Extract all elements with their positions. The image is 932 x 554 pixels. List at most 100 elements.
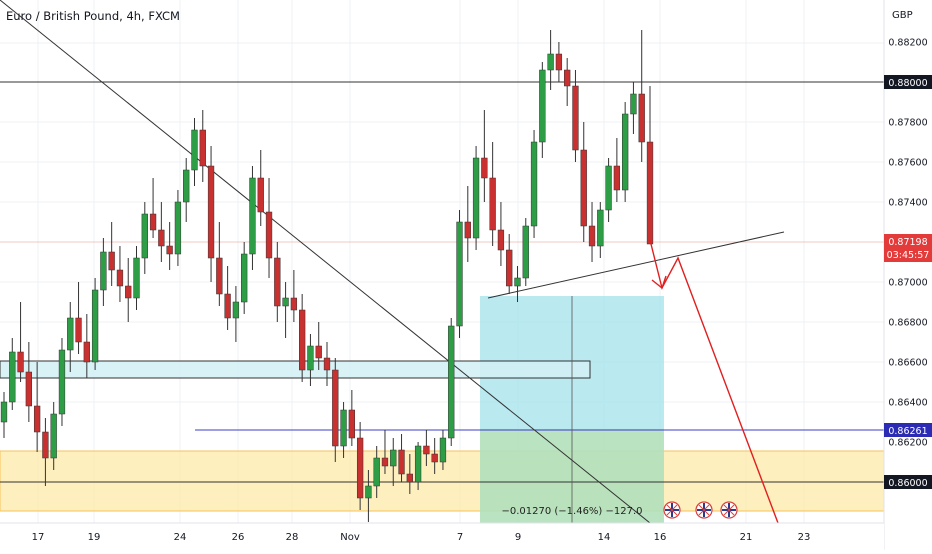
bar-countdown: 03:45:57 bbox=[887, 250, 930, 261]
y-tick-label: 0.86200 bbox=[888, 438, 927, 449]
candle-body-down bbox=[580, 149, 587, 227]
candle-body-up bbox=[133, 257, 140, 299]
price-axis[interactable] bbox=[884, 0, 932, 550]
blue-zone[interactable] bbox=[0, 360, 591, 379]
uk-flag-icon[interactable] bbox=[695, 501, 713, 519]
time-axis[interactable] bbox=[0, 523, 884, 550]
candle-body-up bbox=[232, 301, 240, 319]
y-tick-label: 0.86400 bbox=[888, 398, 927, 409]
candle bbox=[464, 186, 471, 262]
candle bbox=[497, 202, 505, 266]
y-tick-label: 0.86600 bbox=[888, 358, 927, 369]
candle-body-up bbox=[448, 325, 455, 439]
candle bbox=[33, 362, 41, 452]
y-tick-label: 0.87800 bbox=[888, 118, 927, 129]
candle-body-down bbox=[108, 251, 115, 271]
candle bbox=[580, 122, 587, 242]
descending-trendline[interactable] bbox=[0, 0, 651, 524]
candle-body-down bbox=[356, 437, 364, 499]
candle bbox=[572, 70, 579, 162]
candle-body-down bbox=[464, 221, 471, 239]
uk-flag-icon[interactable] bbox=[663, 501, 681, 519]
candles bbox=[0, 30, 654, 522]
candle-body-down bbox=[166, 245, 173, 255]
candle bbox=[232, 286, 240, 342]
candle bbox=[83, 314, 90, 378]
candle-body-up bbox=[514, 277, 521, 287]
candle-body-up bbox=[390, 449, 397, 467]
candle-body-up bbox=[91, 289, 99, 363]
candle bbox=[398, 434, 405, 482]
projection-arrow[interactable] bbox=[649, 239, 779, 524]
candle bbox=[638, 30, 645, 162]
candle-body-up bbox=[307, 345, 314, 371]
candle-body-up bbox=[191, 129, 198, 171]
candle bbox=[290, 270, 298, 322]
candle bbox=[340, 402, 347, 458]
candle bbox=[207, 146, 215, 282]
candle bbox=[365, 470, 372, 522]
candle-body-down bbox=[588, 225, 596, 247]
candle bbox=[307, 334, 314, 386]
candle bbox=[423, 430, 430, 466]
candle bbox=[75, 282, 82, 354]
candle bbox=[191, 118, 198, 186]
candle-body-up bbox=[530, 141, 538, 227]
candle-body-down bbox=[274, 257, 281, 307]
x-tick-labels: 17 19 24 26 28 Nov 7 9 14 16 21 23 bbox=[32, 532, 811, 543]
candle-body-down bbox=[613, 165, 621, 191]
current-price: 0.87198 bbox=[888, 237, 927, 248]
candle bbox=[282, 282, 289, 338]
candle-body-up bbox=[67, 317, 74, 351]
ascending-trendline[interactable] bbox=[487, 231, 785, 299]
x-tick-label: 19 bbox=[88, 532, 101, 543]
current-price-tag bbox=[884, 234, 932, 262]
candle-body-down bbox=[75, 317, 82, 343]
candle bbox=[0, 392, 8, 438]
x-tick-label: 26 bbox=[232, 532, 245, 543]
candle-body-down bbox=[497, 229, 505, 251]
candle-body-down bbox=[481, 157, 488, 179]
support-price-tag bbox=[884, 475, 932, 489]
candle bbox=[448, 318, 455, 446]
candle-body-down bbox=[207, 165, 215, 259]
candle bbox=[116, 246, 124, 302]
candle-body-down bbox=[572, 85, 579, 151]
candle-body-up bbox=[605, 165, 612, 211]
candle bbox=[373, 446, 380, 498]
candle-body-down bbox=[290, 297, 298, 311]
candle bbox=[646, 86, 654, 245]
candle bbox=[174, 190, 182, 266]
candle-body-down bbox=[638, 93, 645, 143]
candle bbox=[265, 178, 273, 278]
candle-body-down bbox=[257, 177, 264, 213]
candle-body-down bbox=[646, 141, 654, 245]
candle bbox=[539, 62, 546, 158]
y-tick-labels: 0.88200 0.87800 0.87600 0.87400 0.87000 0.868… bbox=[888, 38, 927, 449]
candle-body-up bbox=[622, 113, 629, 191]
candle-body-up bbox=[340, 409, 347, 447]
candle bbox=[456, 210, 463, 338]
candle bbox=[141, 202, 148, 274]
candle bbox=[17, 302, 24, 382]
candle-body-down bbox=[25, 371, 32, 407]
candle bbox=[166, 222, 173, 270]
candle bbox=[522, 218, 529, 286]
uk-flag-icon[interactable] bbox=[720, 501, 738, 519]
candle-body-up bbox=[472, 157, 480, 239]
candle bbox=[216, 222, 223, 306]
candle-body-down bbox=[406, 473, 413, 483]
candle bbox=[630, 82, 637, 134]
x-tick-label: 21 bbox=[740, 532, 753, 543]
x-tick-label: Nov bbox=[340, 532, 360, 543]
candle-body-down bbox=[381, 457, 389, 467]
candle-body-down bbox=[506, 249, 513, 287]
candle-body-up bbox=[0, 401, 8, 423]
candle-body-down bbox=[489, 177, 496, 231]
candle-body-down bbox=[348, 409, 355, 439]
candle bbox=[588, 202, 596, 262]
candle bbox=[564, 58, 571, 106]
candle-body-up bbox=[456, 221, 463, 327]
candle bbox=[530, 130, 538, 238]
